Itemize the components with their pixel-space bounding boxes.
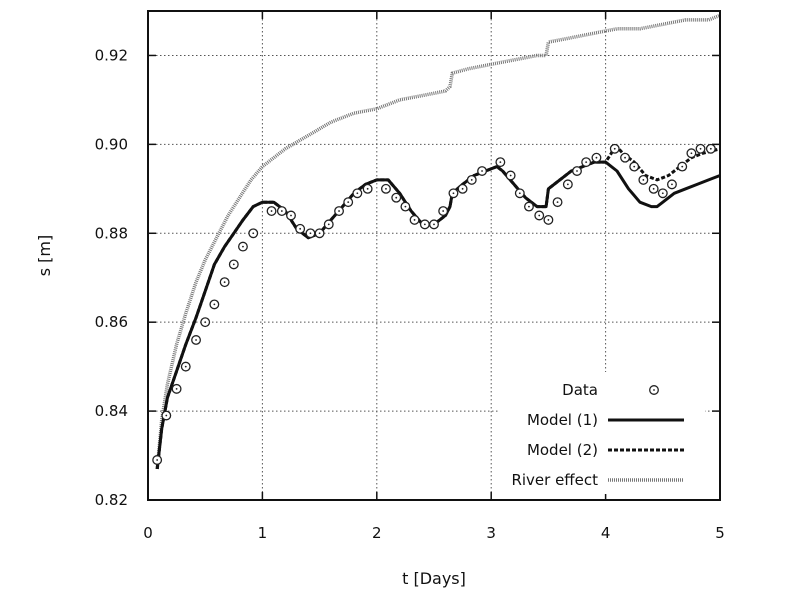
- data-point: [524, 201, 534, 212]
- legend-background: [500, 372, 705, 494]
- data-point: [391, 192, 402, 203]
- data-point: [562, 179, 573, 190]
- data-point: [609, 143, 620, 154]
- legend-label: Model (1): [527, 411, 598, 429]
- data-point: [581, 157, 592, 168]
- x-tick-label: 5: [715, 524, 725, 542]
- data-point: [191, 335, 201, 345]
- data-point: [152, 455, 163, 465]
- legend-label: River effect: [511, 471, 598, 489]
- data-point: [686, 148, 697, 159]
- data-point: [466, 174, 477, 185]
- data-point: [305, 228, 316, 239]
- data-point: [286, 210, 296, 221]
- data-point: [228, 259, 239, 270]
- x-tick-label: 1: [258, 524, 268, 542]
- x-axis-label: t [Days]: [402, 569, 466, 588]
- data-point: [629, 161, 640, 172]
- data-point: [572, 166, 582, 176]
- y-tick-label: 0.92: [95, 46, 128, 64]
- axis-ticks: 0 1 2 3 4 5 0.82 0.84 0.86 0.88 0.90 0.92: [95, 11, 725, 542]
- data-point: [495, 157, 506, 168]
- legend-item-model-2: Model (2): [527, 441, 684, 459]
- data-point: [248, 228, 259, 239]
- data-point: [695, 143, 706, 154]
- data-point: [505, 170, 516, 181]
- data-point: [209, 299, 220, 310]
- data-point: [552, 197, 563, 208]
- data-point: [534, 210, 545, 221]
- series-layer: [152, 13, 721, 470]
- y-tick-label: 0.84: [95, 402, 128, 420]
- plot-area-frame: [147, 10, 721, 501]
- data-point: [657, 188, 668, 199]
- x-tick-label: 0: [143, 524, 153, 542]
- data-point: [438, 206, 449, 216]
- data-point: [620, 152, 630, 163]
- data-point: [180, 361, 191, 372]
- series-line-model-1: [155, 160, 721, 470]
- data-point: [677, 161, 688, 172]
- data-point: [648, 183, 659, 194]
- data-point: [705, 143, 716, 154]
- y-axis-label: s [m]: [35, 235, 54, 277]
- data-point: [352, 188, 363, 199]
- data-point: [161, 410, 172, 421]
- legend-label: Model (2): [527, 441, 598, 459]
- data-point: [400, 201, 411, 212]
- data-point: [591, 152, 602, 163]
- x-tick-label: 3: [486, 524, 496, 542]
- data-point: [419, 219, 430, 230]
- data-point: [409, 214, 420, 225]
- data-point: [314, 228, 325, 239]
- data-point: [448, 188, 459, 199]
- data-point: [429, 219, 439, 230]
- x-tick-label: 2: [372, 524, 382, 542]
- legend-item-river-effect: River effect: [511, 471, 684, 489]
- x-tick-label: 4: [601, 524, 611, 542]
- data-point: [477, 166, 487, 176]
- data-point: [457, 183, 468, 194]
- y-tick-label: 0.88: [95, 224, 128, 242]
- data-point: [323, 219, 334, 230]
- data-point: [334, 206, 344, 216]
- data-point: [238, 241, 248, 252]
- data-point: [276, 206, 287, 216]
- data-point: [543, 214, 554, 225]
- legend-label: Data: [562, 381, 598, 399]
- legend-item-model-1: Model (1): [527, 411, 684, 429]
- data-point: [266, 206, 277, 216]
- y-tick-label: 0.90: [95, 135, 128, 153]
- data-point: [171, 383, 182, 394]
- legend: Data Model (1) Model (2) River effect: [500, 372, 705, 494]
- data-point: [295, 223, 306, 234]
- data-point: [343, 197, 354, 208]
- data-point: [200, 317, 211, 328]
- y-tick-label: 0.82: [95, 491, 128, 509]
- data-point: [219, 277, 230, 288]
- data-point: [638, 174, 649, 185]
- data-point: [381, 183, 391, 194]
- grid-lines: [148, 11, 720, 500]
- data-point: [362, 183, 373, 194]
- data-point: [514, 188, 525, 199]
- legend-item-data: Data: [562, 381, 659, 399]
- y-tick-label: 0.86: [95, 313, 128, 331]
- data-point: [667, 179, 677, 190]
